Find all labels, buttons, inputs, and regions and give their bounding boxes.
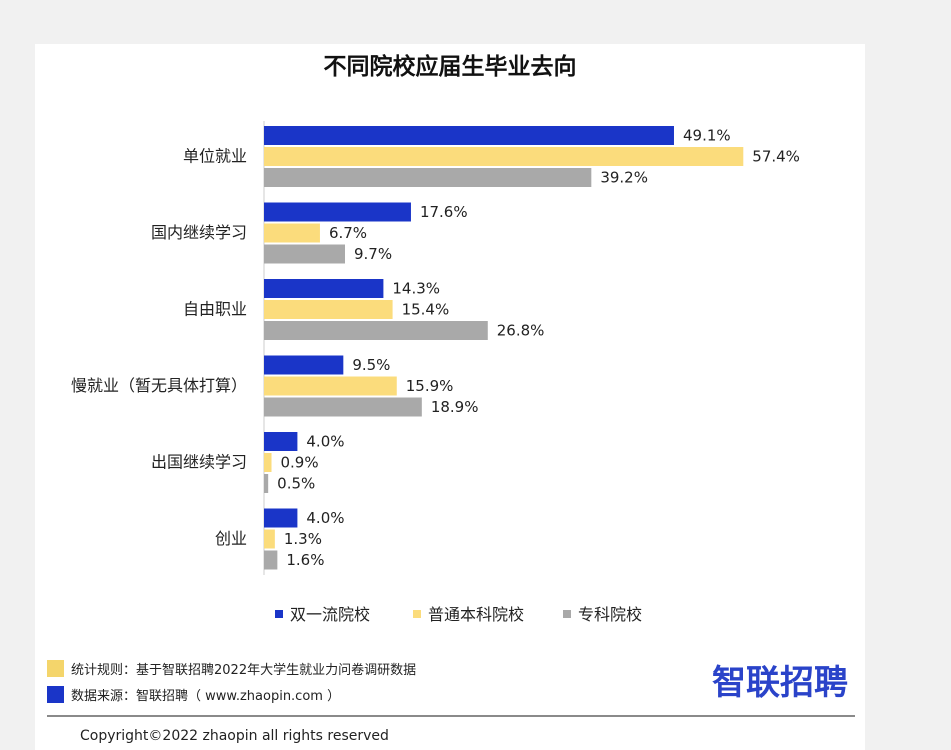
- data-label: 9.5%: [352, 356, 390, 374]
- category-label: 创业: [215, 529, 247, 548]
- bar: [264, 300, 393, 319]
- bar-chart: 不同院校应届生毕业去向 单位就业 49.1% 57.4% 39.2% 国内继续学习 17.…: [47, 53, 855, 744]
- data-label: 49.1%: [683, 127, 731, 145]
- category-label: 出国继续学习: [151, 453, 247, 472]
- data-label: 15.9%: [406, 377, 454, 395]
- data-label: 9.7%: [354, 245, 392, 263]
- note-swatch: [47, 686, 64, 703]
- bar: [264, 321, 488, 340]
- data-label: 0.5%: [277, 475, 315, 493]
- data-label: 15.4%: [402, 301, 450, 319]
- bar: [264, 126, 674, 145]
- note-swatch: [47, 660, 64, 677]
- data-label: 0.9%: [281, 454, 319, 472]
- data-label: 4.0%: [306, 433, 344, 451]
- bar: [264, 550, 278, 570]
- legend: 双一流院校 普通本科院校 专科院校: [275, 605, 642, 624]
- legend-swatch: [275, 610, 283, 618]
- bar: [264, 529, 275, 549]
- chart-card: 不同院校应届生毕业去向 单位就业 49.1% 57.4% 39.2% 国内继续学习 17.…: [35, 44, 865, 750]
- bar: [264, 147, 744, 166]
- data-label: 1.6%: [286, 551, 324, 569]
- legend-swatch: [563, 610, 571, 618]
- bar: [264, 223, 320, 243]
- category-label: 单位就业: [183, 147, 247, 166]
- legend-swatch: [413, 610, 421, 618]
- bar: [264, 202, 411, 222]
- data-label: 1.3%: [284, 530, 322, 548]
- zhaopin-logo: 智联招聘: [712, 663, 848, 703]
- bar: [264, 168, 592, 187]
- data-label: 39.2%: [600, 169, 648, 187]
- data-label: 26.8%: [497, 322, 545, 340]
- category-label: 国内继续学习: [151, 223, 247, 242]
- data-label: 6.7%: [329, 224, 367, 242]
- data-label: 57.4%: [752, 148, 800, 166]
- note-text: 统计规则：基于智联招聘2022年大学生就业力问卷调研数据: [71, 662, 416, 678]
- data-label: 18.9%: [431, 398, 479, 416]
- legend-label: 普通本科院校: [428, 605, 524, 624]
- data-label: 14.3%: [392, 280, 440, 298]
- bars-layer: 单位就业 49.1% 57.4% 39.2% 国内继续学习 17.6% 6.7% 9.7% 自由…: [71, 126, 800, 570]
- legend-label: 双一流院校: [290, 605, 370, 624]
- bar: [264, 355, 344, 375]
- bar: [264, 474, 269, 493]
- legend-label: 专科院校: [578, 605, 642, 624]
- bar: [264, 244, 345, 264]
- category-label: 自由职业: [183, 300, 247, 319]
- bar: [264, 279, 384, 298]
- bar: [264, 432, 298, 451]
- bar: [264, 453, 272, 472]
- bar: [264, 508, 298, 528]
- bar: [264, 397, 422, 417]
- data-label: 4.0%: [306, 509, 344, 527]
- copyright-text: Copyright©2022 zhaopin all rights reserv…: [80, 728, 389, 744]
- chart-title: 不同院校应届生毕业去向: [324, 53, 577, 80]
- category-label: 慢就业（暂无具体打算）: [71, 376, 247, 395]
- bar: [264, 376, 397, 396]
- data-label: 17.6%: [420, 203, 468, 221]
- note-text: 数据来源：智联招聘（ www.zhaopin.com ）: [71, 689, 340, 704]
